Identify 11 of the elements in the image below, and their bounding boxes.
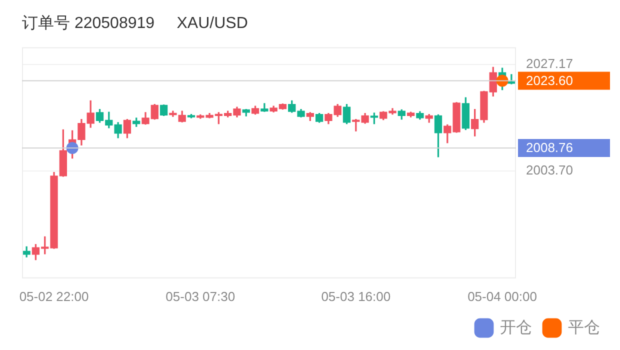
x-tick-label: 05-04 00:00 (468, 288, 537, 304)
legend-label: 开仓 (500, 319, 532, 336)
x-tick-label: 05-03 16:00 (321, 288, 391, 304)
ref-line-label: 2023.60 (526, 72, 573, 88)
y-tick-label: 2003.70 (526, 162, 573, 178)
ref-line-label: 2008.76 (526, 140, 573, 156)
y-tick-label: 2027.17 (526, 56, 573, 72)
x-tick-label: 05-03 07:30 (166, 288, 236, 304)
legend-label: 平仓 (568, 319, 600, 336)
x-tick-label: 05-02 22:00 (19, 288, 89, 304)
chart-title: 订单号 220508919 XAU/USD (22, 14, 248, 32)
